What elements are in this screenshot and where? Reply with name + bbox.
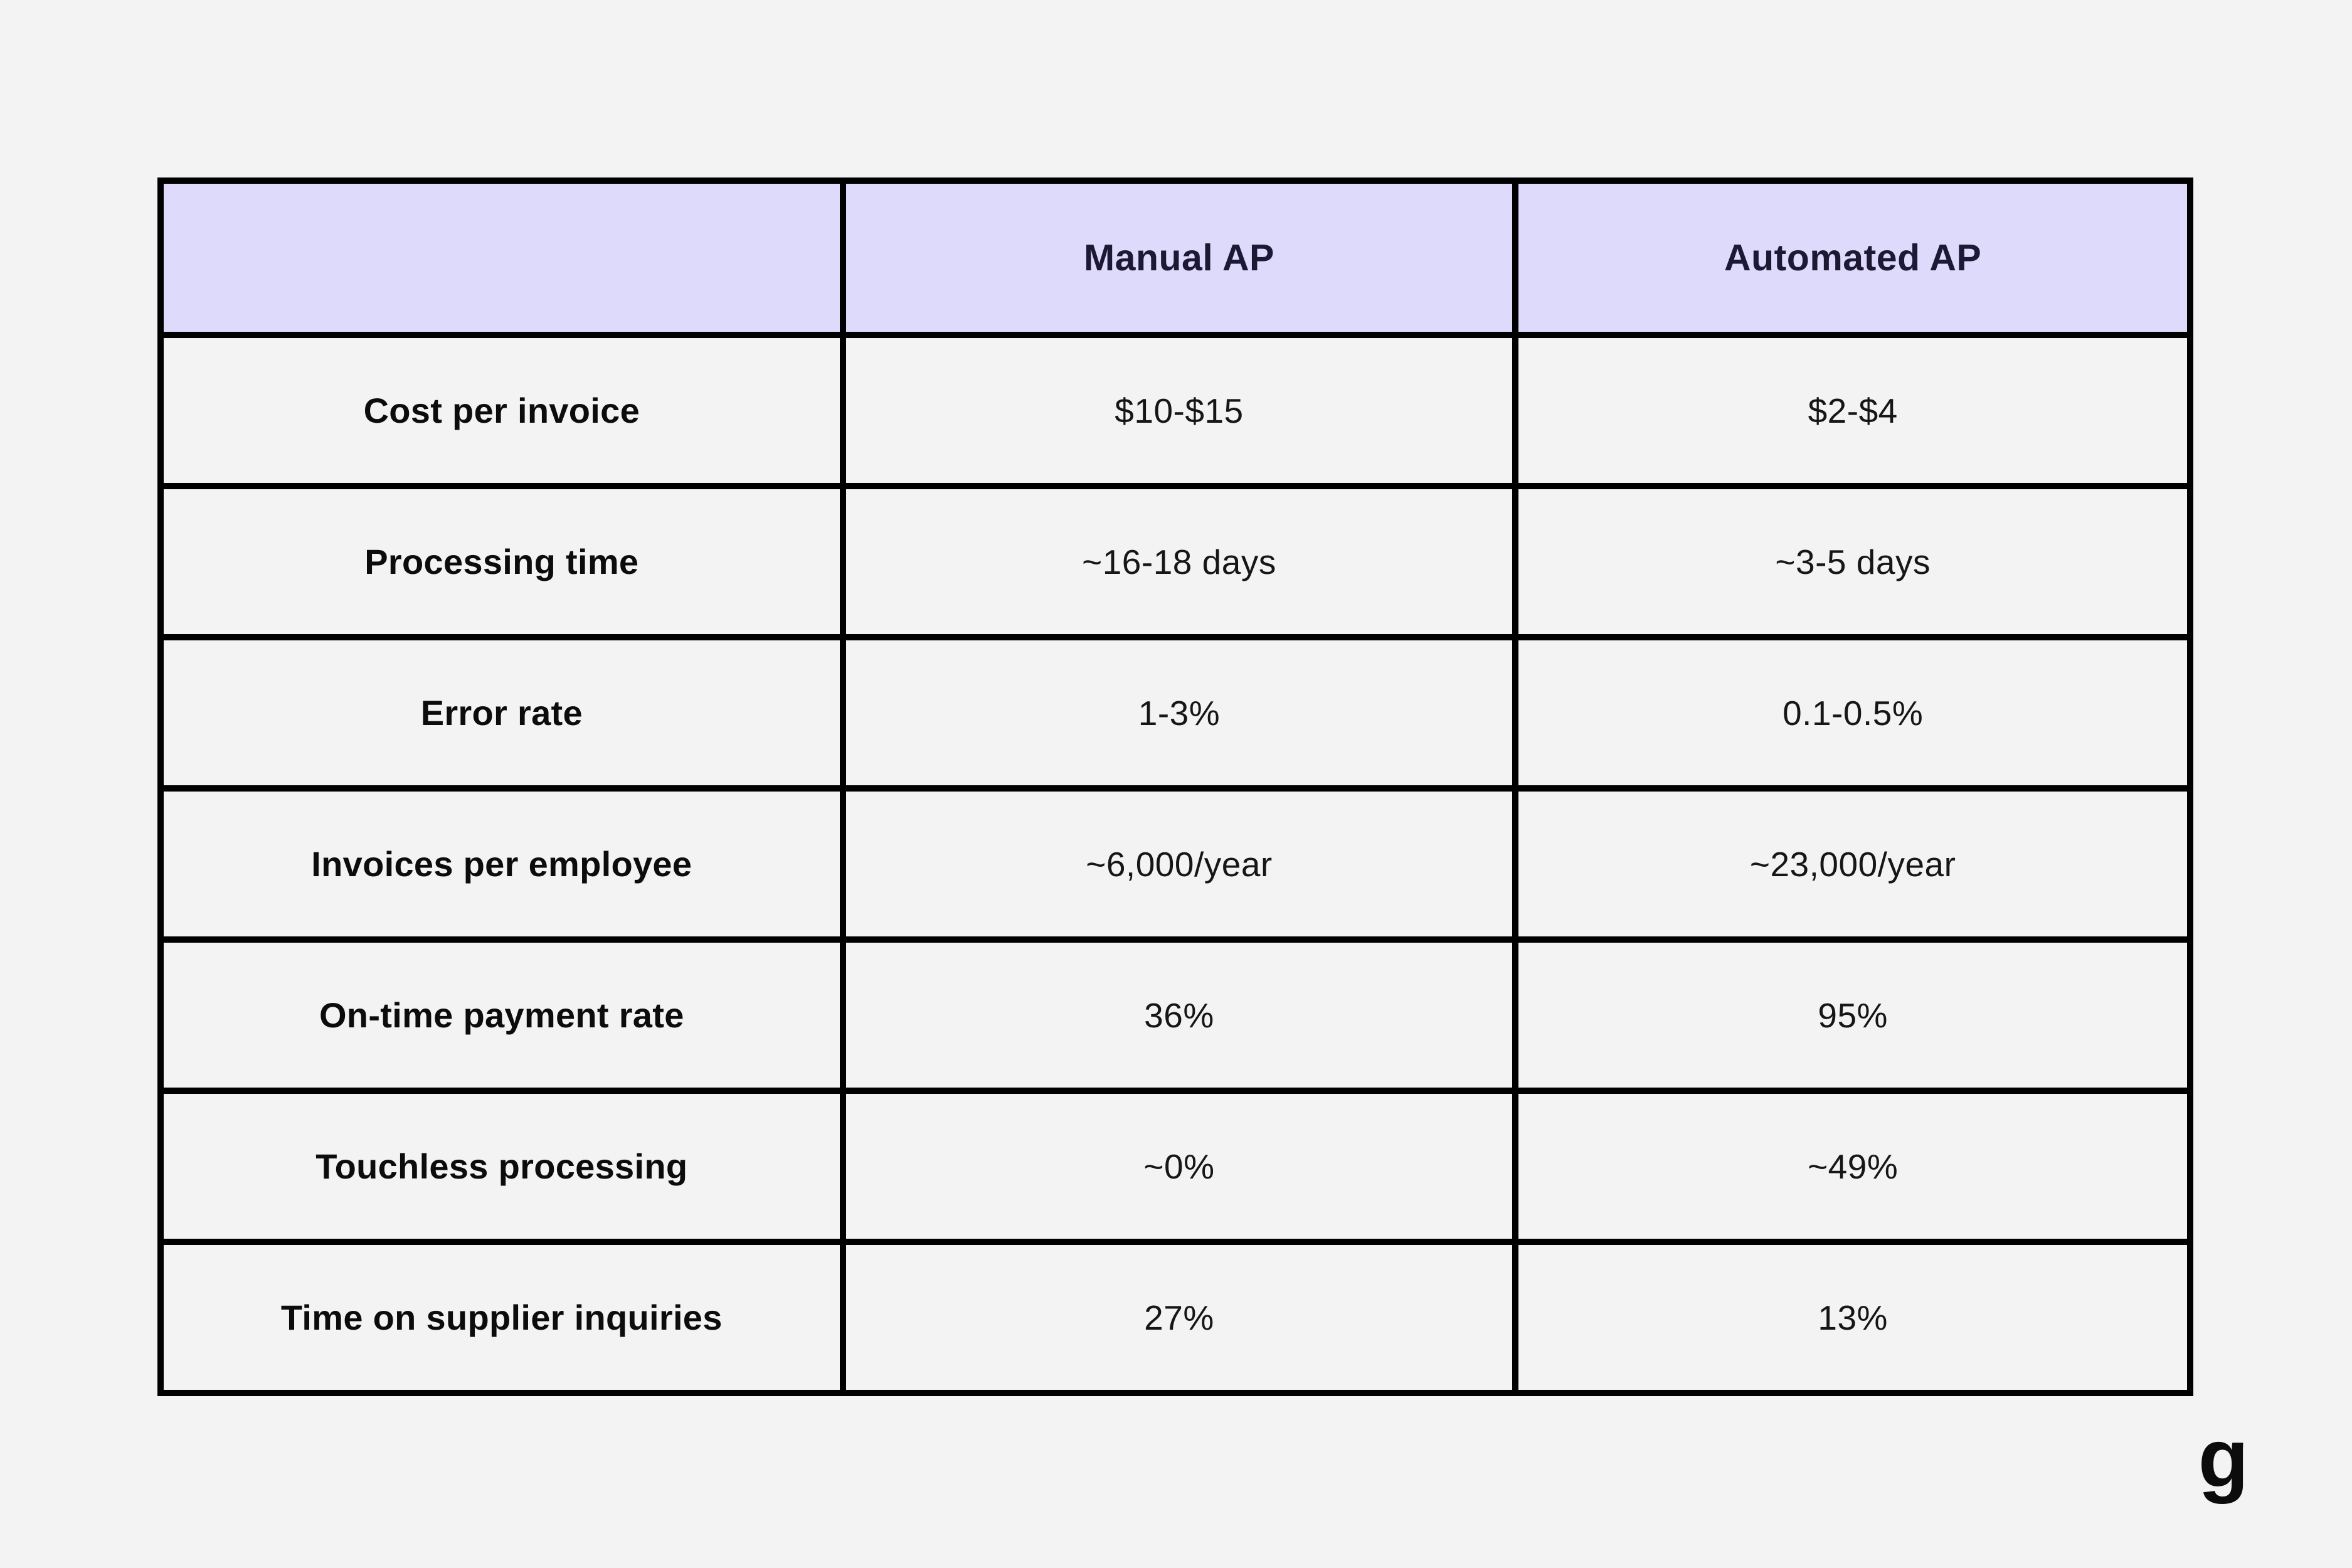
brand-logo-g: g — [2198, 1412, 2249, 1504]
table-row: Processing time ~16-18 days ~3-5 days — [157, 483, 2193, 640]
automated-ap-value-cell: 13% — [1512, 1239, 2193, 1396]
automated-ap-value-cell: ~23,000/year — [1512, 785, 2193, 943]
table-row: Touchless processing ~0% ~49% — [157, 1088, 2193, 1245]
manual-ap-value-cell: $10-$15 — [839, 332, 1519, 489]
metric-label-cell: Error rate — [157, 634, 846, 792]
manual-ap-value-cell: ~0% — [839, 1088, 1519, 1245]
metric-label-cell: Time on supplier inquiries — [157, 1239, 846, 1396]
header-cell-manual-ap: Manual AP — [839, 177, 1519, 338]
metric-label-cell: Invoices per employee — [157, 785, 846, 943]
automated-ap-value-cell: ~49% — [1512, 1088, 2193, 1245]
table-row: On-time payment rate 36% 95% — [157, 936, 2193, 1094]
header-cell-empty — [157, 177, 846, 338]
metric-label-cell: Processing time — [157, 483, 846, 640]
header-cell-automated-ap: Automated AP — [1512, 177, 2193, 338]
table-row: Cost per invoice $10-$15 $2-$4 — [157, 332, 2193, 489]
table-row: Invoices per employee ~6,000/year ~23,00… — [157, 785, 2193, 943]
automated-ap-value-cell: $2-$4 — [1512, 332, 2193, 489]
automated-ap-value-cell: ~3-5 days — [1512, 483, 2193, 640]
manual-ap-value-cell: 1-3% — [839, 634, 1519, 792]
automated-ap-value-cell: 95% — [1512, 936, 2193, 1094]
manual-ap-value-cell: ~6,000/year — [839, 785, 1519, 943]
comparison-table: Manual AP Automated AP Cost per invoice … — [157, 177, 2193, 1396]
table-row: Time on supplier inquiries 27% 13% — [157, 1239, 2193, 1396]
manual-ap-value-cell: ~16-18 days — [839, 483, 1519, 640]
metric-label-cell: On-time payment rate — [157, 936, 846, 1094]
table-row: Error rate 1-3% 0.1-0.5% — [157, 634, 2193, 792]
manual-ap-value-cell: 36% — [839, 936, 1519, 1094]
table-header-row: Manual AP Automated AP — [157, 177, 2193, 338]
metric-label-cell: Cost per invoice — [157, 332, 846, 489]
automated-ap-value-cell: 0.1-0.5% — [1512, 634, 2193, 792]
table-body: Cost per invoice $10-$15 $2-$4 Processin… — [157, 332, 2193, 1396]
metric-label-cell: Touchless processing — [157, 1088, 846, 1245]
manual-ap-value-cell: 27% — [839, 1239, 1519, 1396]
